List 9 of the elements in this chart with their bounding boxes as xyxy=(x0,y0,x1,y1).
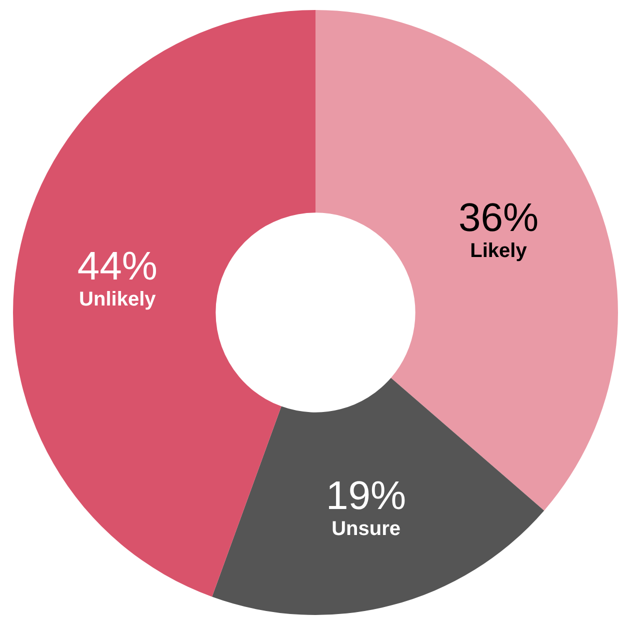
data-label: 36% xyxy=(458,196,539,240)
donut-slice xyxy=(212,378,544,615)
data-label: 19% xyxy=(326,474,406,518)
data-label: 44% xyxy=(77,244,158,289)
slice-label: Likely xyxy=(470,240,528,262)
slice-label: Unsure xyxy=(332,518,400,540)
slice-label: Unlikely xyxy=(79,288,157,311)
donut-slice xyxy=(316,10,618,511)
donut-slice xyxy=(13,10,316,597)
